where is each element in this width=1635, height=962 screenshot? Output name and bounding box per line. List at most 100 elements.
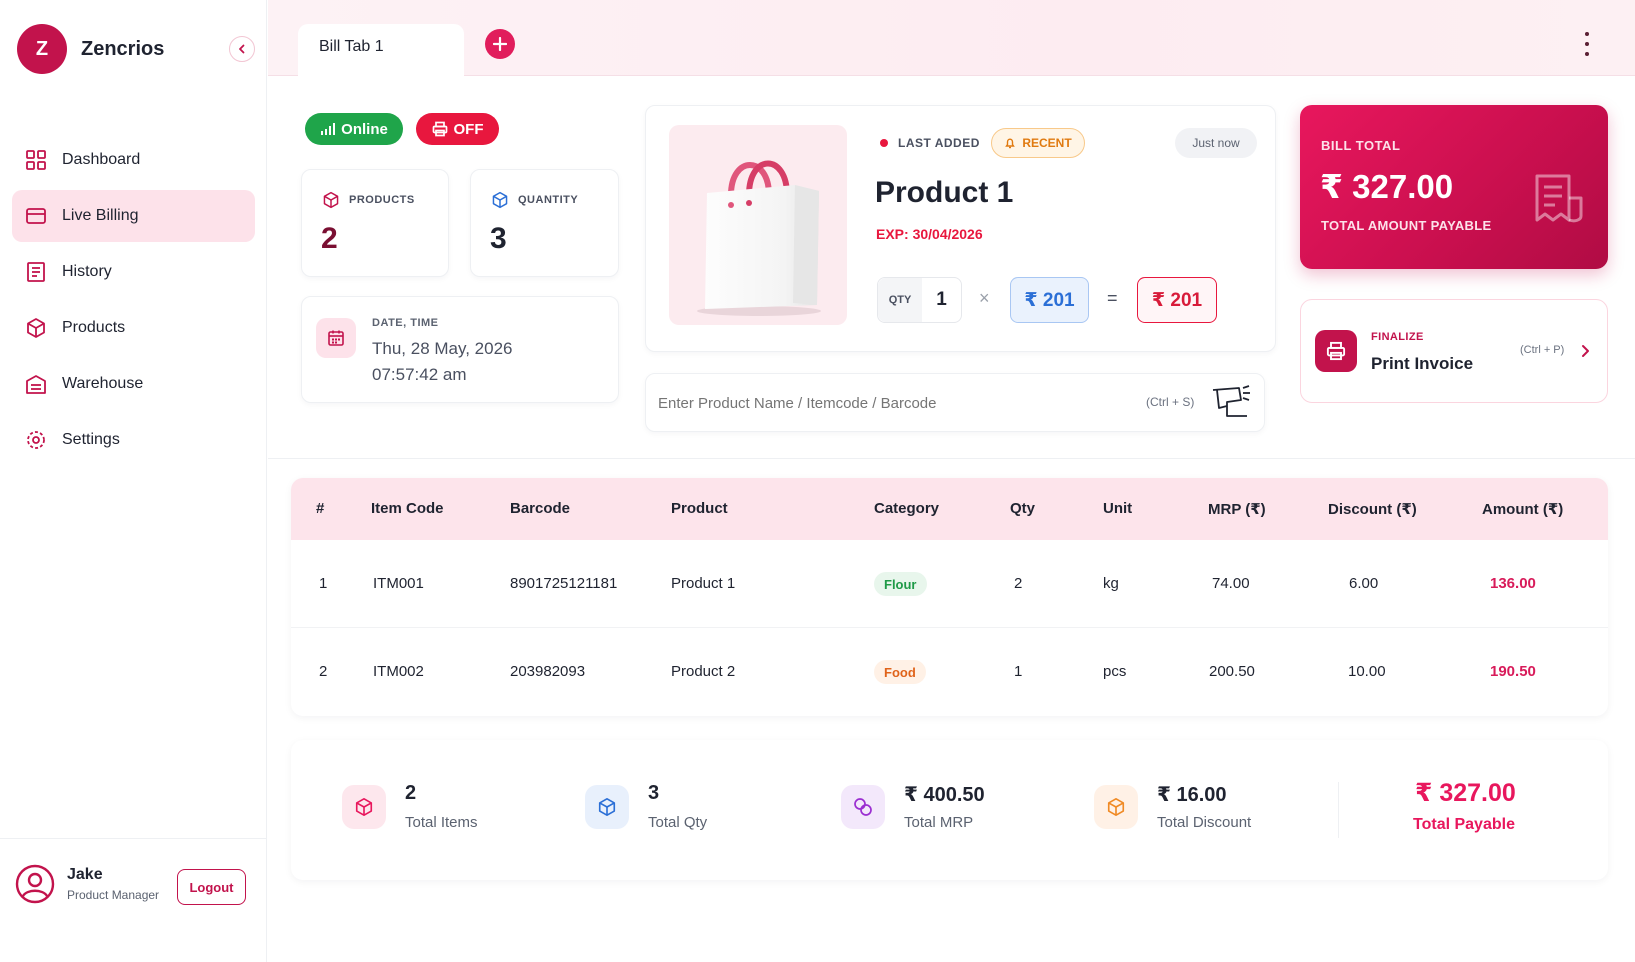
printer-status-pill[interactable]: OFF: [416, 113, 499, 145]
bill-total-card: BILL TOTAL ₹ 327.00 TOTAL AMOUNT PAYABLE: [1300, 105, 1608, 269]
table-header: # Item Code Barcode Product Category Qty…: [291, 478, 1608, 540]
sidebar: Z Zencrios Dashboard Live Billing Histor…: [0, 0, 267, 962]
category-badge: Food: [874, 660, 926, 684]
printer-status-label: OFF: [453, 120, 484, 138]
calendar-icon: [328, 330, 344, 346]
total-qty-value: 3: [648, 782, 660, 804]
printer-icon-wrap: [1315, 330, 1357, 372]
last-added-label: LAST ADDED: [898, 136, 980, 150]
logout-button[interactable]: Logout: [177, 869, 246, 905]
datetime-card: DATE, TIME Thu, 28 May, 2026 07:57:42 am: [301, 296, 619, 403]
user-role: Product Manager: [67, 888, 160, 902]
total-discount-label: Total Discount: [1157, 814, 1252, 831]
sidebar-item-live-billing[interactable]: Live Billing: [12, 190, 255, 242]
col-qty: Qty: [1010, 500, 1036, 517]
qty-label: QTY: [878, 278, 922, 322]
warehouse-icon: [24, 372, 48, 396]
product-search-input[interactable]: [658, 384, 1118, 422]
chevron-right-icon: [1582, 345, 1589, 357]
print-invoice-button[interactable]: FINALIZE Print Invoice (Ctrl + P): [1300, 299, 1608, 403]
cell-discount: 10.00: [1348, 663, 1386, 680]
cell-index: 2: [319, 663, 328, 680]
coins-icon: [854, 798, 872, 816]
last-added-card: LAST ADDED RECENT Just now Product 1 EXP…: [645, 105, 1276, 352]
quantity-stat-value: 3: [490, 222, 507, 255]
tab-bar: Bill Tab 1: [268, 0, 1635, 76]
qty-stepper[interactable]: QTY 1: [877, 277, 962, 323]
cell-amount: 190.50: [1490, 663, 1536, 680]
col-item-code: Item Code: [371, 500, 444, 517]
add-tab-button[interactable]: [485, 29, 515, 59]
bill-items-table: # Item Code Barcode Product Category Qty…: [291, 478, 1608, 716]
total-items-label: Total Items: [405, 814, 478, 831]
col-barcode: Barcode: [510, 500, 571, 517]
datetime-label: DATE, TIME: [372, 317, 439, 329]
signal-icon: [321, 123, 336, 135]
total-payable-value: ₹ 327.00: [1415, 779, 1516, 807]
total-qty-label: Total Qty: [648, 814, 708, 831]
col-index: #: [316, 500, 325, 517]
cell-index: 1: [319, 575, 328, 592]
quantity-stat-card: QUANTITY 3: [470, 169, 619, 277]
line-total-box: ₹ 201: [1137, 277, 1217, 323]
recent-badge: RECENT: [991, 128, 1085, 158]
summary-divider: [1338, 782, 1339, 838]
multiply-sign: ×: [979, 288, 990, 308]
sidebar-item-history[interactable]: History: [12, 246, 255, 298]
bill-total-label: BILL TOTAL: [1321, 138, 1401, 153]
total-mrp-icon-wrap: [841, 785, 885, 829]
time-ago-badge: Just now: [1175, 128, 1257, 158]
col-mrp: MRP (₹): [1208, 501, 1266, 518]
products-stat-label: PRODUCTS: [349, 194, 415, 206]
user-name: Jake: [67, 866, 103, 883]
total-items-value: 2: [405, 782, 417, 804]
box-icon: [355, 798, 373, 816]
product-search-bar[interactable]: (Ctrl + S): [645, 373, 1265, 432]
card-icon: [24, 204, 48, 228]
more-menu-button[interactable]: [1584, 32, 1590, 56]
unit-price-box: ₹ 201: [1010, 277, 1089, 323]
cell-mrp: 200.50: [1209, 663, 1255, 680]
brand-logo: Z: [17, 24, 67, 74]
last-added-product-name: Product 1: [875, 176, 1014, 209]
cell-qty: 2: [1014, 575, 1023, 592]
printer-icon: [1326, 341, 1346, 361]
bill-summary: 2 Total Items 3 Total Qty ₹ 400.50 Total…: [291, 740, 1608, 880]
sidebar-item-label: Warehouse: [62, 375, 144, 392]
sidebar-item-label: Settings: [62, 431, 120, 448]
col-discount: Discount (₹): [1328, 501, 1417, 518]
dashboard-icon: [24, 148, 48, 172]
brand-name: Zencrios: [81, 37, 165, 60]
sidebar-item-settings[interactable]: Settings: [12, 414, 255, 466]
col-product: Product: [671, 500, 728, 517]
dot: [1585, 42, 1589, 46]
tag-box-icon: [1107, 798, 1125, 816]
cell-item-code: ITM001: [373, 575, 424, 592]
cell-barcode: 8901725121181: [510, 575, 618, 592]
print-invoice-label: Print Invoice: [1371, 354, 1474, 373]
sidebar-item-label: Live Billing: [62, 207, 139, 224]
total-payable-label: Total Payable: [1413, 816, 1515, 833]
tab-bill-1[interactable]: Bill Tab 1: [298, 24, 464, 76]
barcode-scanner-icon[interactable]: [1209, 382, 1253, 424]
table-row[interactable]: 1 ITM001 8901725121181 Product 1 Flour 2…: [291, 540, 1608, 628]
sidebar-nav: Dashboard Live Billing History Products …: [12, 150, 255, 470]
sidebar-item-warehouse[interactable]: Warehouse: [12, 358, 255, 410]
sidebar-item-dashboard[interactable]: Dashboard: [12, 134, 255, 186]
live-dot: [880, 139, 888, 147]
print-shortcut: (Ctrl + P): [1520, 344, 1565, 356]
total-mrp-label: Total MRP: [904, 814, 974, 831]
total-discount-icon-wrap: [1094, 785, 1138, 829]
col-amount: Amount (₹): [1482, 501, 1564, 518]
online-status-pill[interactable]: Online: [305, 113, 403, 145]
sidebar-collapse-button[interactable]: [229, 36, 255, 62]
sidebar-item-products[interactable]: Products: [12, 302, 255, 354]
box-icon: [24, 316, 48, 340]
table-row[interactable]: 2 ITM002 203982093 Product 2 Food 1 pcs …: [291, 628, 1608, 716]
printer-icon: [432, 121, 447, 137]
recent-badge-label: RECENT: [1022, 136, 1072, 150]
total-mrp-value: ₹ 400.50: [904, 784, 985, 806]
finalize-label: FINALIZE: [1371, 331, 1424, 343]
shopping-bag-image: [697, 160, 821, 316]
receipt-icon: [24, 260, 48, 284]
